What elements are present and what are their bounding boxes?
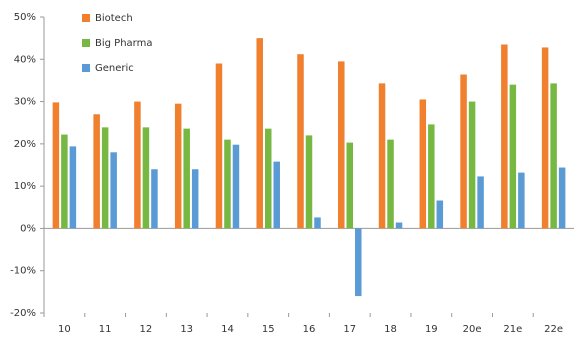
x-tick-label: 19 <box>425 324 438 335</box>
bar <box>378 83 386 229</box>
bar <box>256 38 263 229</box>
y-tick-label: 50% <box>14 12 36 23</box>
bar <box>558 167 566 229</box>
bar <box>215 63 223 229</box>
legend-label: Generic <box>95 63 134 74</box>
x-tick-label: 17 <box>343 324 356 335</box>
bar <box>518 172 525 229</box>
bar <box>338 61 345 229</box>
legend-swatch <box>82 14 90 22</box>
y-tick-label: -20% <box>10 308 36 319</box>
x-tick-label: 12 <box>140 324 153 335</box>
y-tick-label: -10% <box>10 266 36 277</box>
bar <box>110 152 117 229</box>
x-tick-label: 11 <box>99 324 112 335</box>
legend-swatch <box>82 64 90 72</box>
x-tick-label: 15 <box>262 324 275 335</box>
bar <box>314 217 321 229</box>
bar <box>224 139 231 229</box>
bar <box>151 169 158 229</box>
bar <box>134 101 141 229</box>
bar <box>346 142 354 229</box>
bar <box>61 134 68 229</box>
bar <box>174 103 182 229</box>
bar <box>183 128 190 229</box>
bar <box>460 74 467 229</box>
legend-label: Biotech <box>95 13 133 24</box>
bar <box>93 114 100 229</box>
bar <box>501 44 508 229</box>
bar <box>273 161 280 229</box>
bar <box>387 139 394 229</box>
x-tick-label: 20e <box>463 324 482 335</box>
bar <box>419 99 427 229</box>
bar <box>297 54 304 229</box>
x-tick-label: 22e <box>544 324 563 335</box>
bar <box>305 135 313 229</box>
x-tick-label: 14 <box>221 324 234 335</box>
x-tick-label: 10 <box>58 324 71 335</box>
y-tick-label: 40% <box>14 54 36 65</box>
y-tick-label: 30% <box>14 97 36 108</box>
x-tick-label: 21e <box>503 324 522 335</box>
bar <box>477 176 484 229</box>
x-tick-label: 18 <box>384 324 397 335</box>
bar <box>436 200 444 229</box>
bar <box>232 144 240 229</box>
legend-swatch <box>82 39 90 47</box>
x-tick-label: 16 <box>303 324 316 335</box>
y-tick-label: 20% <box>14 139 36 150</box>
x-tick-label: 13 <box>180 324 193 335</box>
bar <box>101 127 109 229</box>
bar <box>428 124 435 229</box>
bar <box>69 146 77 229</box>
bar <box>541 47 549 229</box>
bar <box>52 102 60 229</box>
bar <box>355 228 362 297</box>
bar <box>264 128 272 229</box>
bar <box>550 83 557 229</box>
bar <box>142 127 150 229</box>
y-tick-label: 10% <box>14 181 36 192</box>
bar <box>395 222 403 229</box>
bar <box>191 169 199 229</box>
legend-label: Big Pharma <box>95 38 152 49</box>
bar <box>509 84 517 229</box>
bar <box>468 101 476 229</box>
y-tick-label: 0% <box>20 223 36 234</box>
